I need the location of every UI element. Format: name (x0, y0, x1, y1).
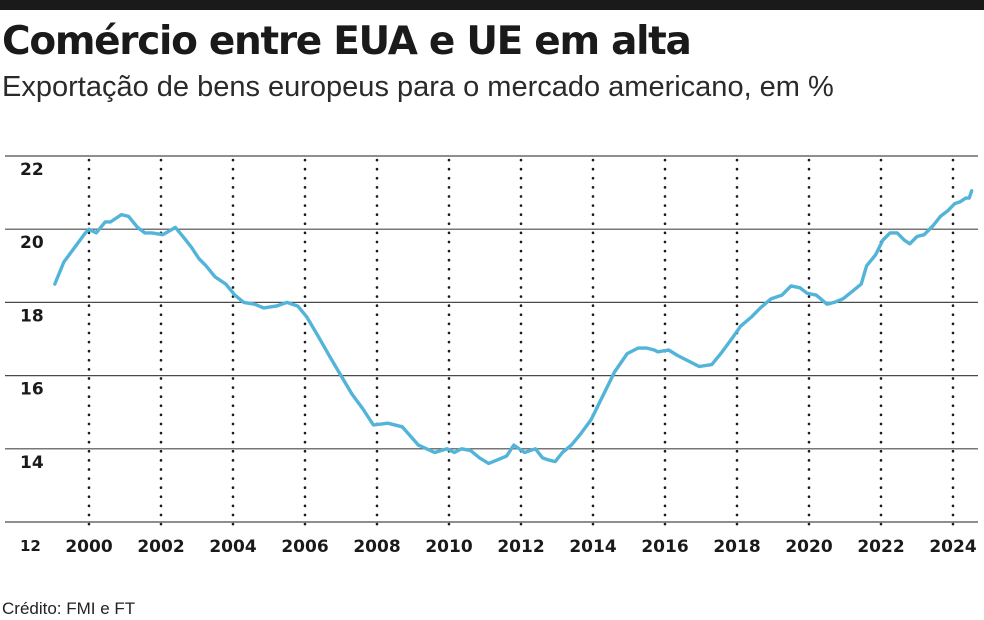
x-axis-ticks: 2000 2002 2004 2006 2008 2010 2012 2014 2016 2018… (65, 537, 976, 557)
export-share-line (53, 189, 974, 466)
x-tick-label-2020: 2020 (785, 537, 832, 557)
y-tick-label-22: 22 (20, 160, 44, 180)
x-tick-label-2002: 2002 (137, 537, 184, 557)
x-tick-label-2012: 2012 (497, 537, 544, 557)
x-tick-label-2010: 2010 (425, 537, 472, 557)
chart-title: Comércio entre EUA e UE em alta (2, 19, 692, 64)
x-tick-label-2024: 2024 (929, 537, 976, 557)
x-tick-label-2004: 2004 (209, 537, 256, 557)
vertical-gridlines (87, 158, 955, 530)
x-tick-label-2022: 2022 (857, 537, 904, 557)
y-tick-label-16: 16 (20, 380, 44, 400)
y-tick-label-14: 14 (20, 453, 44, 473)
x-tick-label-2006: 2006 (281, 537, 328, 557)
y-tick-label-20: 20 (20, 233, 44, 253)
horizontal-gridlines (5, 155, 978, 523)
x-tick-label-2008: 2008 (353, 537, 400, 557)
x-tick-label-2000: 2000 (65, 537, 112, 557)
x-tick-label-2014: 2014 (569, 537, 616, 557)
x-tick-label-2016: 2016 (641, 537, 688, 557)
y-axis-ticks: 12 14 16 18 20 22 (20, 160, 44, 555)
top-bar (0, 0, 984, 10)
chart-subtitle: Exportação de bens europeus para o merca… (2, 71, 834, 103)
x-tick-label-2018: 2018 (713, 537, 760, 557)
credit-text: Crédito: FMI e FT (2, 599, 136, 618)
y-tick-label-12: 12 (20, 537, 41, 555)
y-tick-label-18: 18 (20, 306, 44, 326)
